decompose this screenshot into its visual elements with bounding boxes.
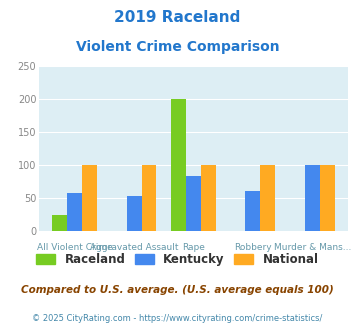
Bar — [320, 165, 334, 231]
Text: © 2025 CityRating.com - https://www.cityrating.com/crime-statistics/: © 2025 CityRating.com - https://www.city… — [32, 314, 323, 323]
Bar — [305, 165, 320, 231]
Bar — [142, 165, 156, 231]
Text: Rape: Rape — [182, 243, 205, 252]
Text: Aggravated Assault: Aggravated Assault — [90, 243, 178, 252]
Text: Murder & Mans...: Murder & Mans... — [274, 243, 351, 252]
Text: 2019 Raceland: 2019 Raceland — [114, 10, 241, 25]
Bar — [53, 214, 67, 231]
Bar — [82, 165, 97, 231]
Bar — [127, 196, 142, 231]
Bar — [245, 191, 260, 231]
Legend: Raceland, Kentucky, National: Raceland, Kentucky, National — [32, 248, 323, 271]
Text: All Violent Crime: All Violent Crime — [37, 243, 113, 252]
Text: Violent Crime Comparison: Violent Crime Comparison — [76, 40, 279, 53]
Text: Compared to U.S. average. (U.S. average equals 100): Compared to U.S. average. (U.S. average … — [21, 285, 334, 295]
Bar — [171, 99, 186, 231]
Bar — [260, 165, 275, 231]
Bar — [186, 176, 201, 231]
Bar — [201, 165, 216, 231]
Text: Robbery: Robbery — [234, 243, 272, 252]
Bar — [67, 193, 82, 231]
